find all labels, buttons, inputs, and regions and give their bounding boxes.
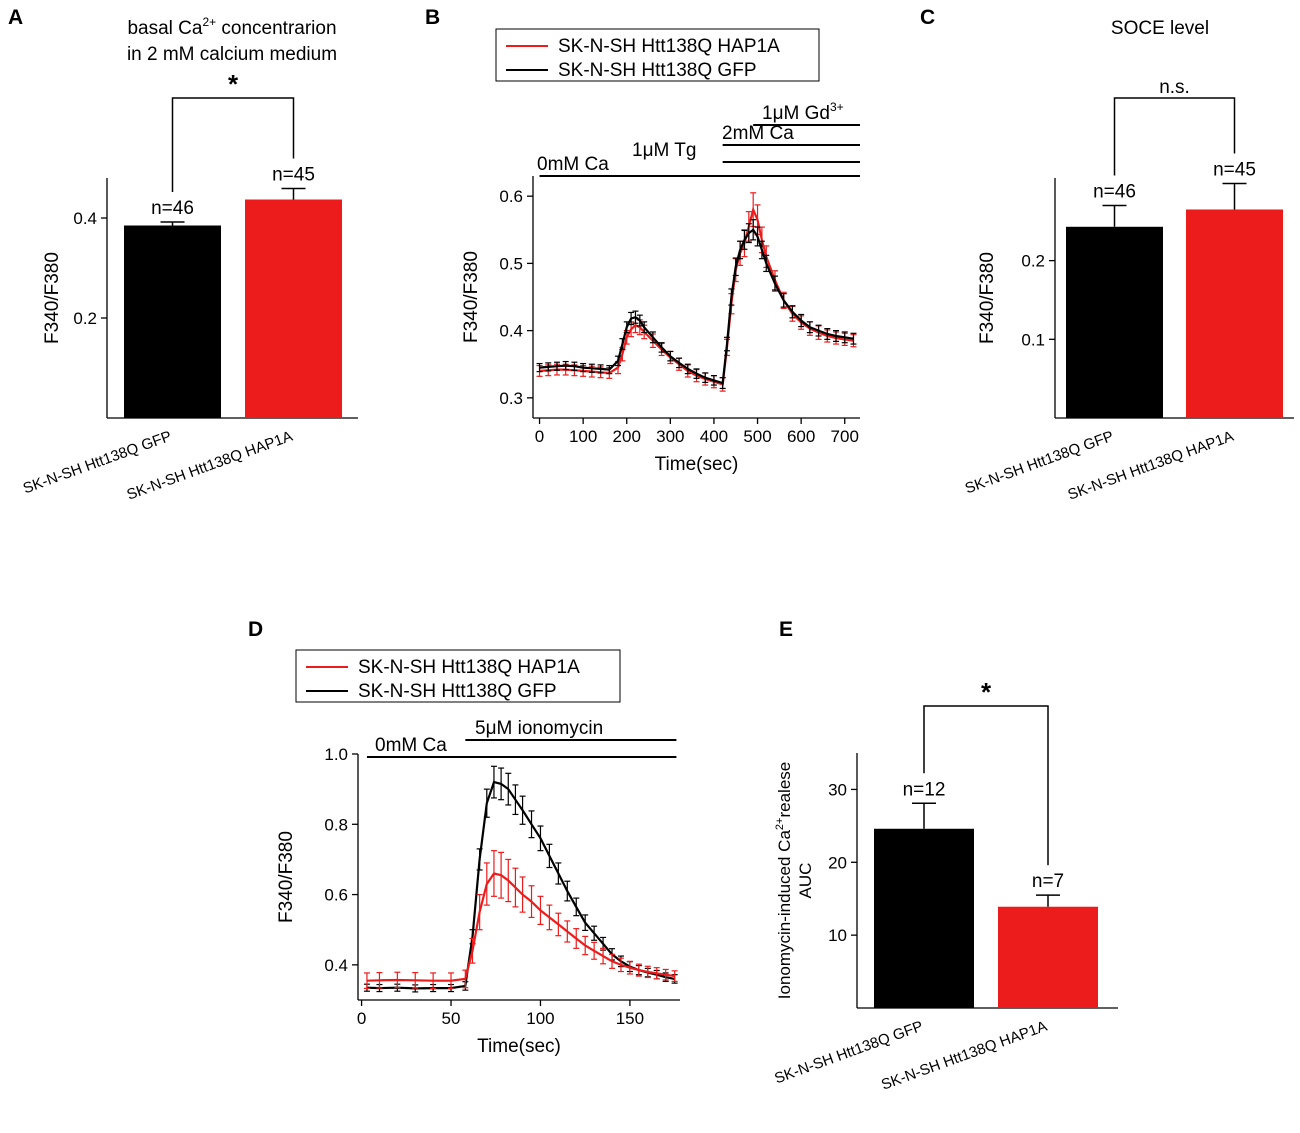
panel-e-y-axis-label-line1: Ionomycin-induced Ca2+realese (774, 762, 794, 999)
panel-d-treatment-label-1: 0mM Ca (375, 735, 447, 756)
panel-a-title-line2: in 2 mM calcium medium (127, 44, 337, 65)
panel-e-n-label-2: n=7 (1032, 871, 1064, 892)
panel-e-y-tick-label: 30 (828, 780, 847, 799)
panel-b-series-line-hap1a (539, 206, 854, 386)
panel-a-y-tick-label: 0.4 (73, 209, 97, 228)
panel-a-y-tick-label: 0.2 (73, 309, 97, 328)
panel-letter-b: B (425, 6, 440, 29)
panel-d-x-tick-label: 150 (616, 1009, 644, 1028)
panel-letter-a: A (8, 6, 23, 29)
panel-b-line-chart: SK-N-SH Htt138Q HAP1A SK-N-SH Htt138Q GFP… (461, 28, 860, 475)
panel-d-y-axis-label: F340/F380 (276, 831, 297, 923)
panel-b-x-tick-label: 100 (569, 427, 597, 446)
panel-e-significance-bracket (923, 705, 1049, 866)
panel-b-x-tick-label: 200 (613, 427, 641, 446)
panel-e-y-axis-label-line2: AUC (796, 863, 815, 899)
panel-c-n-label-1: n=46 (1093, 182, 1136, 203)
panel-d-x-axis-label: Time(sec) (477, 1036, 561, 1057)
panel-b-treatment-label-3: 2mM Ca (722, 123, 794, 144)
panel-c-n-label-2: n=45 (1213, 160, 1256, 181)
panel-b-x-axis-label: Time(sec) (655, 454, 739, 475)
panel-b-y-tick-label: 0.6 (499, 187, 523, 206)
panel-c-significance-label: n.s. (1159, 77, 1190, 98)
panel-e-y-tick-label: 10 (828, 926, 847, 945)
panel-d-series-line-hap1a (366, 872, 675, 982)
panel-b-x-tick-label: 700 (831, 427, 859, 446)
panel-c-bar-1 (1066, 226, 1163, 418)
panel-d-treatment-label-2: 5μM ionomycin (475, 718, 603, 739)
panel-a-significance-label: * (228, 69, 239, 99)
panel-b-legend-label-1: SK-N-SH Htt138Q HAP1A (558, 36, 780, 57)
panel-b-x-tick-label: 400 (700, 427, 728, 446)
panel-d-y-tick-label: 1.0 (324, 745, 348, 764)
panel-d-x-tick-label: 0 (357, 1009, 366, 1028)
panel-e-y-tick-label: 20 (828, 853, 847, 872)
panel-b-treatment-label-1: 0mM Ca (537, 154, 609, 175)
panel-b-y-tick-label: 0.4 (499, 322, 523, 341)
panel-a-n-label-1: n=46 (151, 198, 194, 219)
panel-d-y-tick-label: 0.4 (324, 956, 348, 975)
panel-d-legend-box (295, 649, 621, 703)
panel-e-significance-label: * (981, 677, 992, 707)
panel-c-bar-2 (1186, 209, 1283, 418)
panel-b-x-tick-label: 0 (535, 427, 544, 446)
panel-b-x-tick-label: 500 (743, 427, 771, 446)
panel-c-y-tick-label: 0.2 (1021, 252, 1045, 271)
panel-letter-c: C (920, 6, 935, 29)
panel-c-y-axis-label: F340/F380 (977, 252, 998, 344)
panel-d-y-tick-label: 0.8 (324, 815, 348, 834)
panel-d-legend-label-1: SK-N-SH Htt138Q HAP1A (358, 657, 580, 678)
panel-e-bar-1 (874, 828, 974, 1008)
panel-d-series-line-gfp (366, 780, 675, 990)
panel-a-title-line1: basal Ca2+ concentrarion (127, 15, 336, 39)
panel-b-legend-box (495, 28, 820, 82)
panel-b-y-tick-label: 0.5 (499, 254, 523, 273)
panel-a-significance-bracket (171, 97, 295, 192)
panel-a-y-axis-label: F340/F380 (42, 252, 63, 344)
panel-a-bar-2 (245, 199, 342, 418)
panel-d-x-tick-label: 50 (442, 1009, 461, 1028)
panel-e-bar-2 (998, 906, 1098, 1008)
panel-a-bar-1 (124, 225, 221, 418)
panel-b-series-line-gfp (539, 228, 854, 385)
panel-c-y-tick-label: 0.1 (1021, 330, 1045, 349)
panel-letter-d: D (248, 618, 263, 641)
panel-a-n-label-2: n=45 (272, 165, 315, 186)
panel-c-significance-bracket (1113, 97, 1236, 176)
panel-b-y-tick-label: 0.3 (499, 389, 523, 408)
panel-d-y-tick-label: 0.6 (324, 886, 348, 905)
panel-b-y-axis-label: F340/F380 (461, 251, 482, 343)
panel-b-x-tick-label: 300 (656, 427, 684, 446)
panel-d-line-chart: SK-N-SH Htt138Q HAP1A SK-N-SH Htt138Q GFP… (276, 649, 680, 1057)
panel-b-x-tick-label: 600 (787, 427, 815, 446)
panel-letter-e: E (779, 618, 793, 641)
panel-d-legend-label-2: SK-N-SH Htt138Q GFP (358, 681, 557, 702)
panel-b-treatment-label-4: 1μM Gd3+ (762, 100, 844, 124)
panel-e-n-label-1: n=12 (903, 779, 946, 800)
panel-c-title: SOCE level (1111, 18, 1209, 39)
panel-b-legend-label-2: SK-N-SH Htt138Q GFP (558, 60, 757, 81)
panel-b-treatment-label-2: 1μM Tg (632, 140, 696, 161)
panel-d-x-tick-label: 100 (526, 1009, 554, 1028)
panel-a-bar-chart: basal Ca2+ concentrarion in 2 mM calcium… (21, 15, 358, 504)
